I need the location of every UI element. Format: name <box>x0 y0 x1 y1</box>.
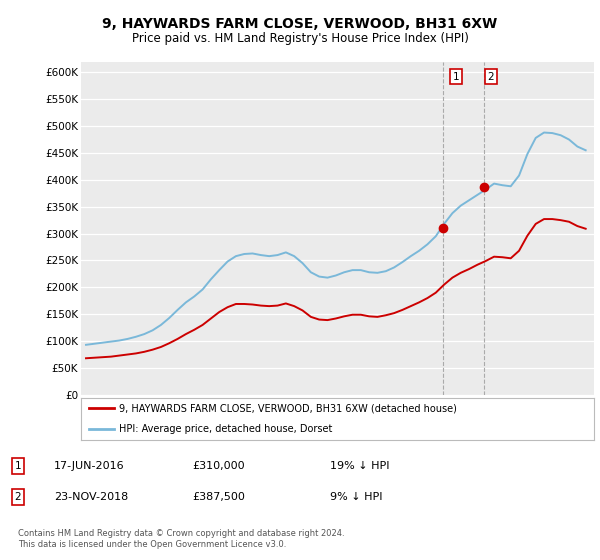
Text: 9% ↓ HPI: 9% ↓ HPI <box>330 492 383 502</box>
Text: 17-JUN-2016: 17-JUN-2016 <box>54 461 125 471</box>
Text: Contains HM Land Registry data © Crown copyright and database right 2024.
This d: Contains HM Land Registry data © Crown c… <box>18 529 344 549</box>
Text: £387,500: £387,500 <box>192 492 245 502</box>
Text: 9, HAYWARDS FARM CLOSE, VERWOOD, BH31 6XW (detached house): 9, HAYWARDS FARM CLOSE, VERWOOD, BH31 6X… <box>119 403 457 413</box>
Text: 2: 2 <box>14 492 22 502</box>
Text: 19% ↓ HPI: 19% ↓ HPI <box>330 461 389 471</box>
Text: Price paid vs. HM Land Registry's House Price Index (HPI): Price paid vs. HM Land Registry's House … <box>131 32 469 45</box>
Text: £310,000: £310,000 <box>192 461 245 471</box>
Text: 2: 2 <box>487 72 494 82</box>
Text: 1: 1 <box>14 461 22 471</box>
Text: 9, HAYWARDS FARM CLOSE, VERWOOD, BH31 6XW: 9, HAYWARDS FARM CLOSE, VERWOOD, BH31 6X… <box>103 17 497 31</box>
Text: 1: 1 <box>452 72 459 82</box>
Text: 23-NOV-2018: 23-NOV-2018 <box>54 492 128 502</box>
Text: HPI: Average price, detached house, Dorset: HPI: Average price, detached house, Dors… <box>119 424 333 434</box>
